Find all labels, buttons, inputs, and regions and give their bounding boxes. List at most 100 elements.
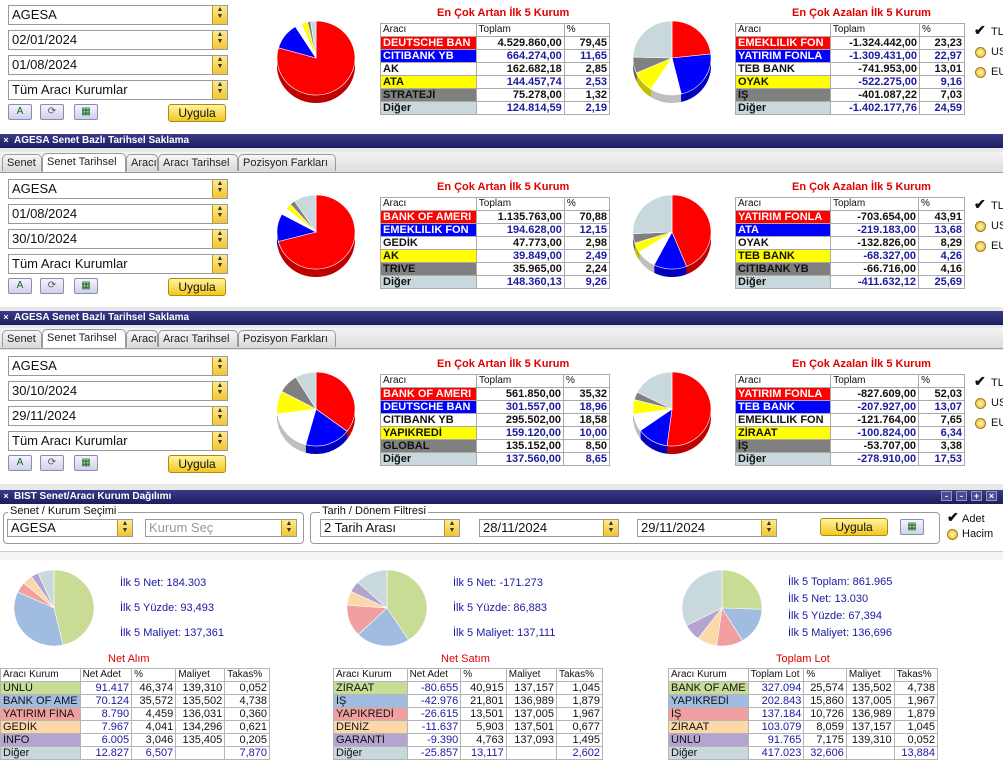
restore-icon[interactable]: - [956, 491, 967, 501]
us-radio[interactable] [975, 47, 986, 58]
refresh-icon[interactable]: ⟳ [40, 104, 64, 120]
period-select[interactable]: 2 Tarih Arası ▲ ▼ [320, 519, 460, 537]
table-row[interactable]: TEB BANK -68.327,00 4,26 [735, 249, 966, 263]
table-row[interactable]: İŞ -42.976 21,801 136,989 1,879 [333, 694, 603, 708]
table-row[interactable]: ZİRAAT -100.824,00 6,34 [734, 426, 965, 440]
tab-araci-tarihsel[interactable]: Aracı Tarihsel [158, 330, 238, 347]
table-row[interactable]: İŞ -53.707,00 3,38 [734, 439, 965, 453]
eu-radio[interactable] [975, 418, 986, 429]
table-row[interactable]: YATIRIM FONLA -1.309.431,00 22,97 [735, 49, 965, 63]
apply-button[interactable]: Uygula [168, 104, 226, 122]
table-row[interactable]: Diğer -25.857 13,117 2,602 [333, 746, 603, 760]
table-row[interactable]: Diğer -411.632,12 25,69 [735, 275, 966, 289]
broker-select[interactable]: AGESA ▲ ▼ [8, 179, 228, 199]
table-row[interactable]: OYAK -522.275,00 9,16 [735, 75, 965, 89]
table-row[interactable]: TEB BANK -741.953,00 13,01 [735, 62, 965, 76]
chevron-down-icon[interactable]: ▲ ▼ [603, 520, 618, 536]
chevron-down-icon[interactable]: ▲ ▼ [444, 520, 459, 536]
table-row[interactable]: GEDİK 47.773,00 2,98 [380, 236, 611, 250]
table-row[interactable]: EMEKLILIK FON 194.628,00 12,15 [380, 223, 611, 237]
table-row[interactable]: DENİZ -11.637 5,903 137,501 0,677 [333, 720, 603, 734]
eu-radio[interactable] [975, 67, 986, 78]
table-row[interactable]: CITIBANK YB 295.502,00 18,58 [380, 413, 611, 427]
table-row[interactable]: OYAK -132.826,00 8,29 [735, 236, 966, 250]
table-row[interactable]: BANK OF AME 70.124 35,572 135,502 4,738 [0, 694, 270, 708]
tl-checkbox[interactable]: ✔ [974, 22, 986, 38]
bist-date-end[interactable]: 29/11/2024 ▲ ▼ [637, 519, 777, 537]
font-a-icon[interactable]: A [8, 104, 32, 120]
table-row[interactable]: Diğer 124.814,59 2,19 [380, 101, 611, 115]
chevron-down-icon[interactable]: ▲ ▼ [212, 382, 227, 400]
tl-checkbox[interactable]: ✔ [974, 196, 986, 212]
table-row[interactable]: STRATEJİ 75.278,00 1,32 [380, 88, 611, 102]
tab-pozisyon-farklari[interactable]: Pozisyon Farkları [238, 330, 336, 347]
table-row[interactable]: GLOBAL 135.152,00 8,50 [380, 439, 611, 453]
table-row[interactable]: ATA -219.183,00 13,68 [735, 223, 966, 237]
table-row[interactable]: YAPIKREDİ 159.120,00 10,00 [380, 426, 611, 440]
table-row[interactable]: ZİRAAT 103.079 8,059 137,157 1,045 [668, 720, 939, 734]
tab-araci[interactable]: Aracı [126, 154, 158, 171]
chevron-down-icon[interactable]: ▲ ▼ [212, 255, 227, 273]
broker-select[interactable]: AGESA ▲ ▼ [8, 356, 228, 376]
chevron-down-icon[interactable]: ▲ ▼ [212, 407, 227, 425]
table-row[interactable]: TRIVE 35.965,00 2,24 [380, 262, 611, 276]
table-row[interactable]: GEDİK 7.967 4,041 134,296 0,621 [0, 720, 270, 734]
close-icon[interactable]: × [3, 135, 9, 145]
table-row[interactable]: Diğer 137.560,00 8,65 [380, 452, 611, 466]
table-row[interactable]: DEUTSCHE BAN 301.557,00 18,96 [380, 400, 611, 414]
table-row[interactable]: BANK OF AME 327.094 25,574 135,502 4,738 [668, 681, 939, 695]
apply-button[interactable]: Uygula [168, 455, 226, 473]
chevron-down-icon[interactable]: ▲ ▼ [212, 230, 227, 248]
table-row[interactable]: CITIBANK YB 664.274,00 11,65 [380, 49, 611, 63]
date-end-field[interactable]: 01/08/2024 ▲ ▼ [8, 55, 228, 75]
chevron-down-icon[interactable]: ▲ ▼ [212, 357, 227, 375]
us-radio[interactable] [975, 221, 986, 232]
table-row[interactable]: İŞ 137.184 10,726 136,989 1,879 [668, 707, 939, 721]
table-row[interactable]: GARANTİ -9.390 4,763 137,093 1,495 [333, 733, 603, 747]
bist-date-start[interactable]: 28/11/2024 ▲ ▼ [479, 519, 619, 537]
table-row[interactable]: Diğer 12.827 6,507 7,870 [0, 746, 270, 760]
table-row[interactable]: ZİRAAT -80.655 40,915 137,157 1,045 [333, 681, 603, 695]
chevron-down-icon[interactable]: ▲ ▼ [117, 520, 132, 536]
table-row[interactable]: ATA 144.457,74 2,53 [380, 75, 611, 89]
table-row[interactable]: İŞ -401.087,22 7,03 [735, 88, 965, 102]
table-row[interactable]: ÜNLÜ 91.417 46,374 139,310 0,052 [0, 681, 270, 695]
table-row[interactable]: EMEKLILIK FON -1.324.442,00 23,23 [735, 36, 965, 50]
minimize-icon[interactable]: - [941, 491, 952, 501]
table-row[interactable]: AK 39.849,00 2,49 [380, 249, 611, 263]
chevron-down-icon[interactable]: ▲ ▼ [212, 31, 227, 49]
tl-checkbox[interactable]: ✔ [974, 373, 986, 389]
date-start-field[interactable]: 30/10/2024 ▲ ▼ [8, 381, 228, 401]
bist-broker-select[interactable]: AGESA ▲ ▼ [7, 519, 133, 537]
table-row[interactable]: Diğer -278.910,00 17,53 [734, 452, 965, 466]
table-row[interactable]: YATIRIM FONLA -703.654,00 43,91 [735, 210, 966, 224]
table-row[interactable]: AK 162.682,18 2,85 [380, 62, 611, 76]
date-start-field[interactable]: 02/01/2024 ▲ ▼ [8, 30, 228, 50]
chevron-down-icon[interactable]: ▲ ▼ [212, 432, 227, 450]
close-icon[interactable]: × [3, 491, 9, 501]
table-row[interactable]: İNFO 6.005 3,046 135,405 0,205 [0, 733, 270, 747]
close-icon[interactable]: × [3, 312, 9, 322]
font-a-icon[interactable]: A [8, 278, 32, 294]
close-icon[interactable]: × [986, 491, 997, 501]
kurum-select[interactable]: Tüm Aracı Kurumlar ▲ ▼ [8, 80, 228, 100]
chevron-down-icon[interactable]: ▲ ▼ [761, 520, 776, 536]
table-row[interactable]: YATIRIM FONLA -827.609,00 52,03 [734, 387, 965, 401]
tab-pozisyon-farklari[interactable]: Pozisyon Farkları [238, 154, 336, 171]
excel-icon[interactable]: ▦ [74, 455, 98, 471]
chevron-down-icon[interactable]: ▲ ▼ [212, 81, 227, 99]
us-radio[interactable] [975, 398, 986, 409]
tab-araci[interactable]: Aracı [126, 330, 158, 347]
kurum-select[interactable]: Tüm Aracı Kurumlar ▲ ▼ [8, 254, 228, 274]
tab-senet[interactable]: Senet [2, 330, 42, 347]
refresh-icon[interactable]: ⟳ [40, 278, 64, 294]
table-row[interactable]: BANK OF AMERI 1.135.763,00 70,88 [380, 210, 611, 224]
kurum-select[interactable]: Tüm Aracı Kurumlar ▲ ▼ [8, 431, 228, 451]
excel-icon[interactable]: ▦ [900, 519, 924, 535]
tab-senet-tarihsel[interactable]: Senet Tarihsel [42, 329, 126, 348]
table-row[interactable]: Diğer -1.402.177,76 24,59 [735, 101, 965, 115]
refresh-icon[interactable]: ⟳ [40, 455, 64, 471]
chevron-down-icon[interactable]: ▲ ▼ [212, 56, 227, 74]
apply-button[interactable]: Uygula [168, 278, 226, 296]
adet-checkbox[interactable]: ✔ [947, 509, 959, 525]
